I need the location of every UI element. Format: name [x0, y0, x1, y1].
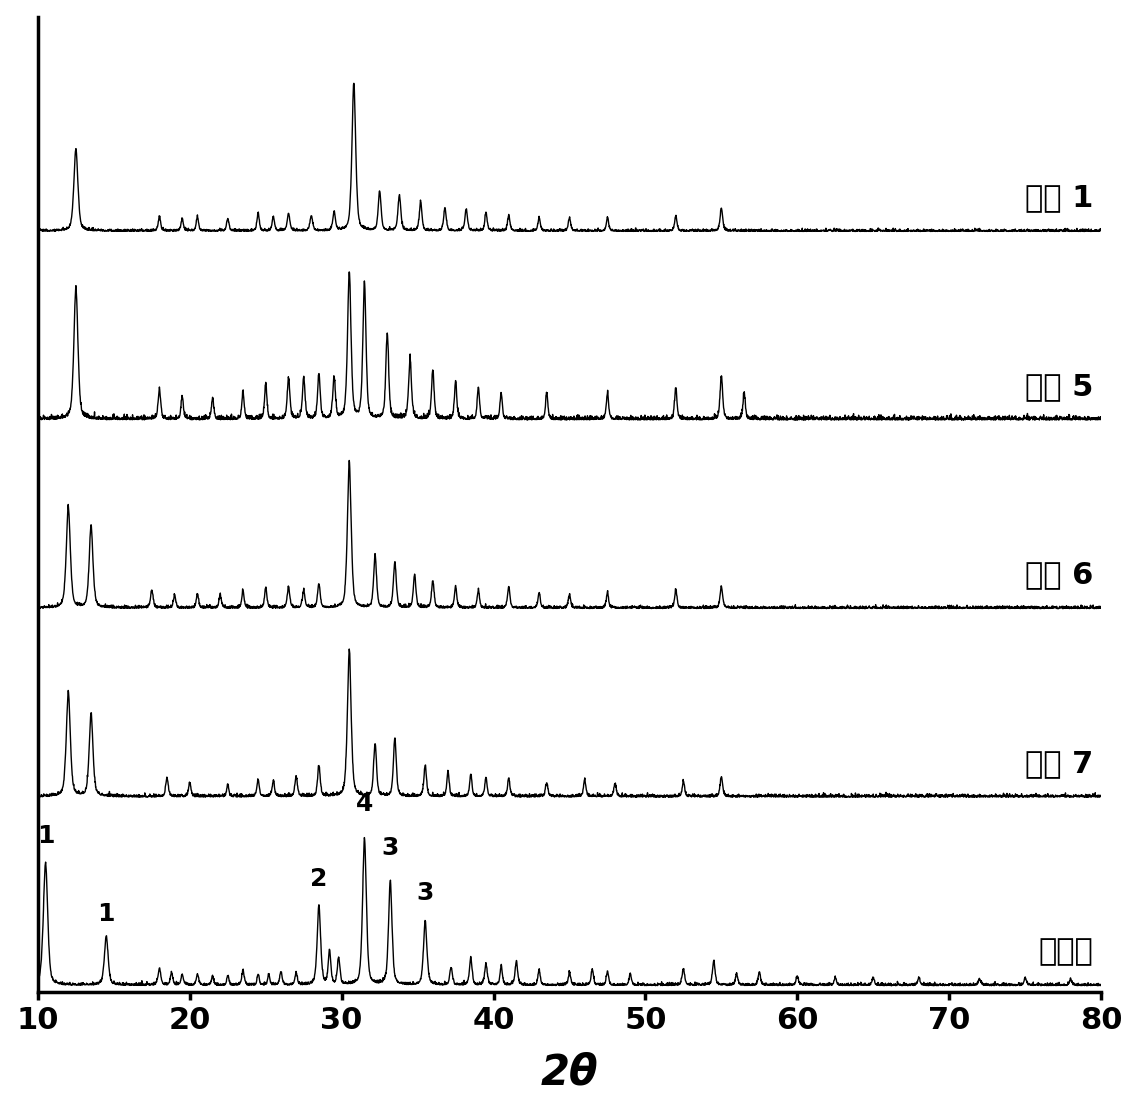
Text: 1: 1	[36, 825, 55, 848]
Text: 实例 5: 实例 5	[1025, 372, 1093, 401]
Text: 实例 6: 实例 6	[1025, 561, 1093, 589]
Text: 2: 2	[310, 867, 328, 891]
Text: 实例 1: 实例 1	[1025, 183, 1093, 212]
Text: 3: 3	[417, 881, 434, 905]
Text: 1: 1	[98, 902, 115, 927]
Text: 对比例: 对比例	[1039, 938, 1093, 967]
Text: 3: 3	[382, 837, 399, 860]
X-axis label: 2θ: 2θ	[541, 1051, 598, 1093]
Text: 实例 7: 实例 7	[1025, 749, 1093, 778]
Text: 4: 4	[355, 793, 374, 816]
